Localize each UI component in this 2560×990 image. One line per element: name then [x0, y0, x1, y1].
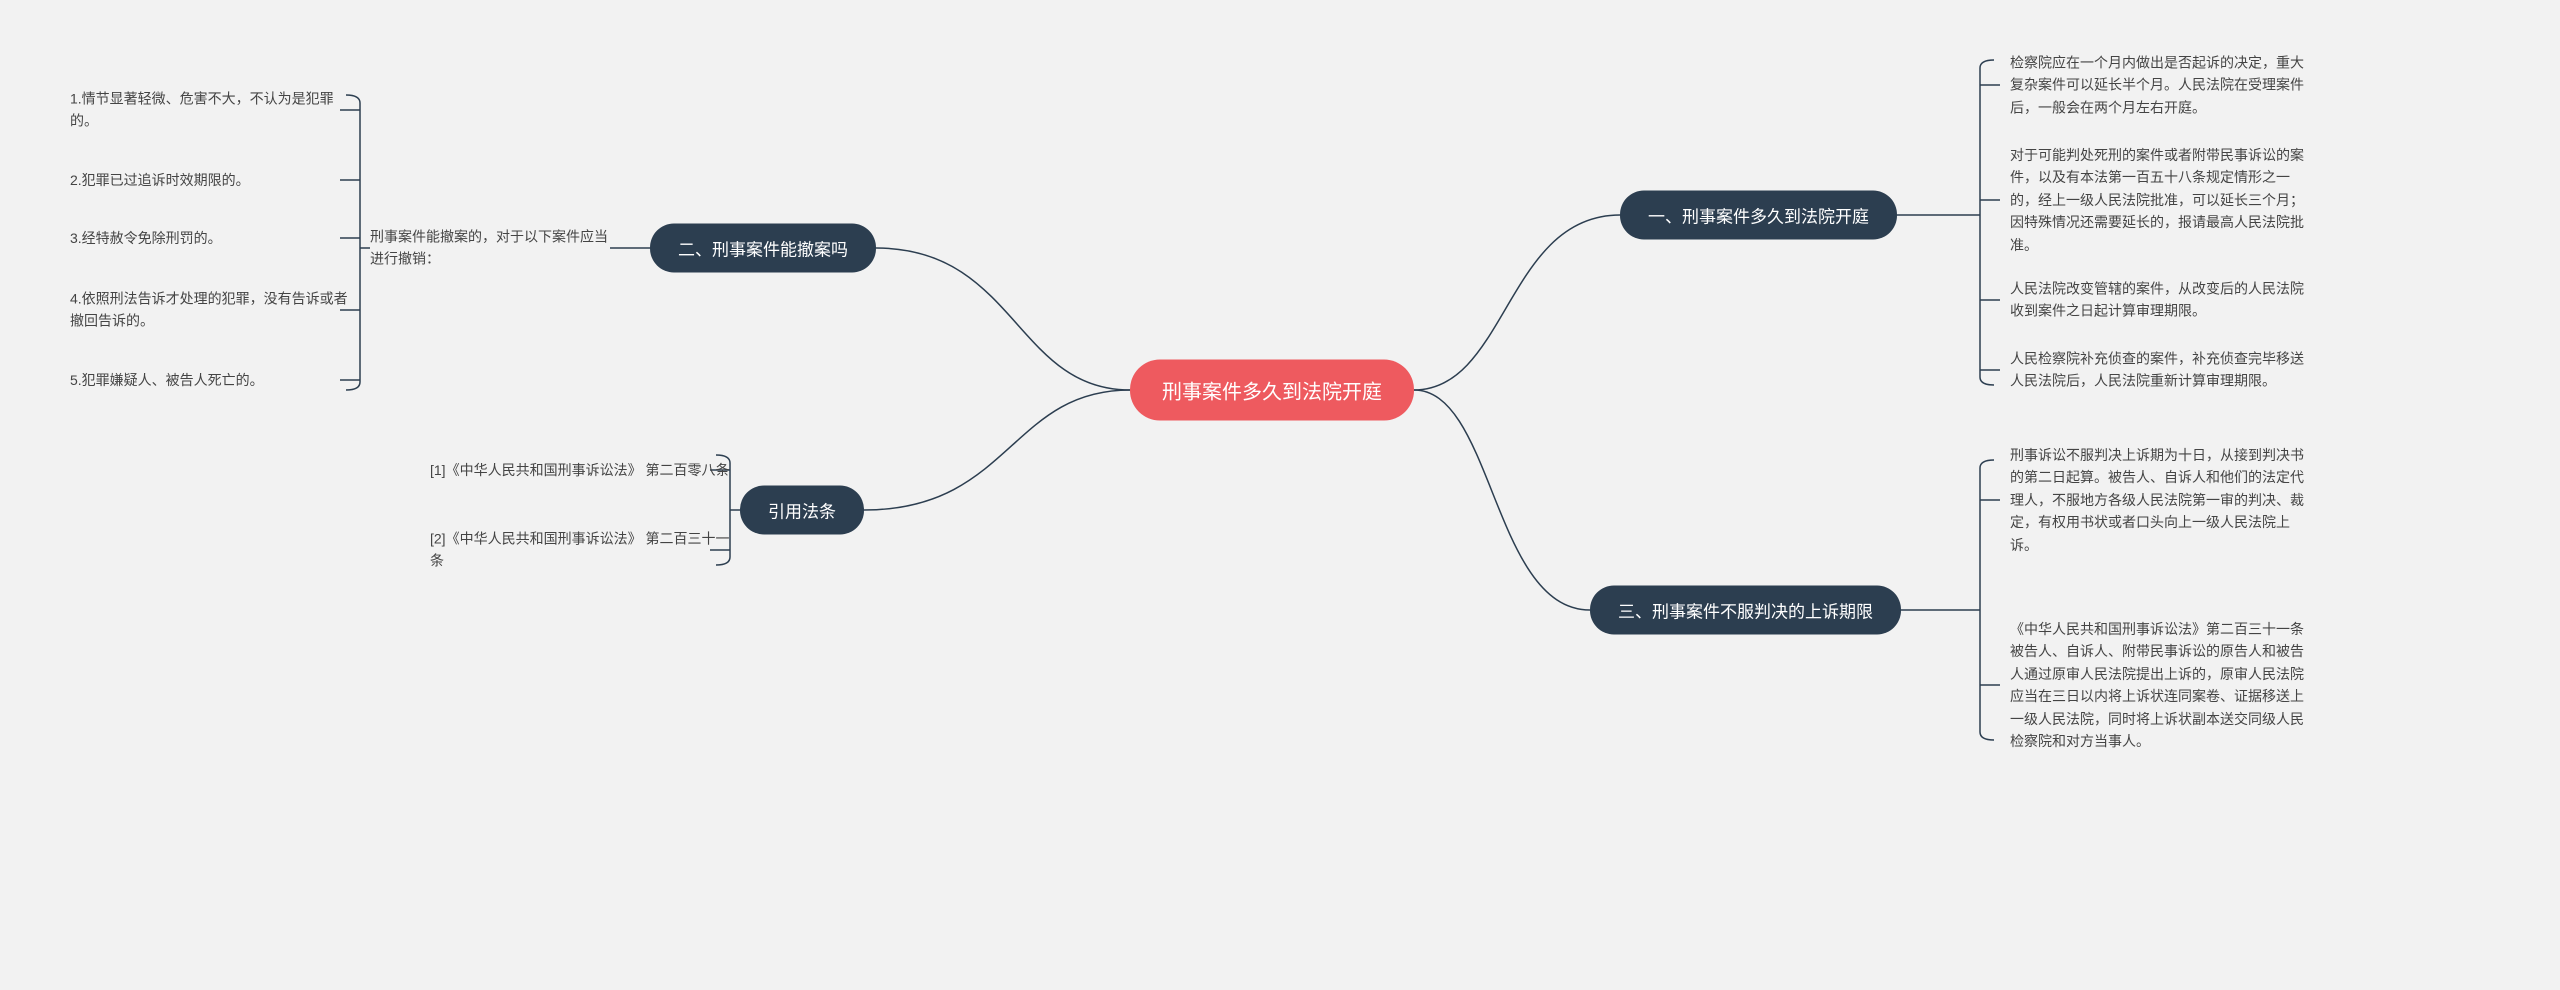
leaf-r1-2: 人民法院改变管辖的案件，从改变后的人民法院收到案件之日起计算审理期限。 [2010, 278, 2310, 323]
branch-r1: 一、刑事案件多久到法院开庭 [1620, 191, 1897, 240]
leaf-l1-0: 1.情节显著轻微、危害不大，不认为是犯罪的。 [70, 88, 350, 133]
leaf-l1-1: 2.犯罪已过追诉时效期限的。 [70, 169, 250, 191]
branch-l2: 引用法条 [740, 486, 864, 535]
leaf-l1-3: 4.依照刑法告诉才处理的犯罪，没有告诉或者撤回告诉的。 [70, 288, 350, 333]
branch-r2: 三、刑事案件不服判决的上诉期限 [1590, 586, 1901, 635]
sub-l1: 刑事案件能撤案的，对于以下案件应当进行撤销： [370, 226, 610, 271]
leaf-r2-0: 刑事诉讼不服判决上诉期为十日，从接到判决书的第二日起算。被告人、自诉人和他们的法… [2010, 444, 2310, 556]
leaf-r2-1: 《中华人民共和国刑事诉讼法》第二百三十一条 被告人、自诉人、附带民事诉讼的原告人… [2010, 618, 2310, 752]
branch-l1: 二、刑事案件能撤案吗 [650, 224, 876, 273]
leaf-r1-3: 人民检察院补充侦查的案件，补充侦查完毕移送人民法院后，人民法院重新计算审理期限。 [2010, 348, 2310, 393]
leaf-r1-1: 对于可能判处死刑的案件或者附带民事诉讼的案件，以及有本法第一百五十八条规定情形之… [2010, 144, 2310, 256]
leaf-l2-1: [2]《中华人民共和国刑事诉讼法》 第二百三十一条 [430, 528, 730, 573]
leaf-l1-2: 3.经特赦令免除刑罚的。 [70, 227, 222, 249]
leaf-r1-0: 检察院应在一个月内做出是否起诉的决定，重大复杂案件可以延长半个月。人民法院在受理… [2010, 51, 2310, 118]
leaf-l1-4: 5.犯罪嫌疑人、被告人死亡的。 [70, 369, 264, 391]
leaf-l2-0: [1]《中华人民共和国刑事诉讼法》 第二百零八条 [430, 459, 729, 481]
center-node: 刑事案件多久到法院开庭 [1130, 360, 1414, 421]
